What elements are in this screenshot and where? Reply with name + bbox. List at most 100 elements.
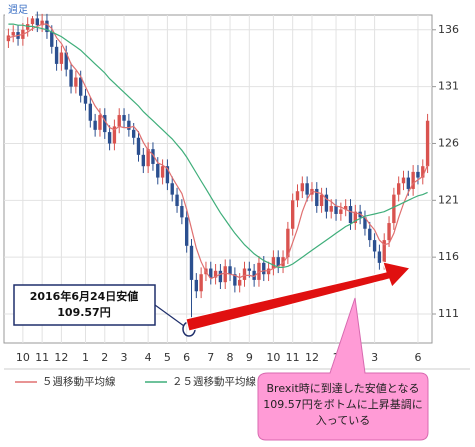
legend-label: ５週移動平均線 (42, 375, 116, 388)
candle-body (329, 206, 333, 212)
candle-body (11, 32, 15, 36)
callout-box (257, 297, 429, 441)
candle-body (50, 32, 54, 47)
candle-body (165, 166, 170, 184)
candle-body (45, 20, 49, 33)
x-tick-label: 3 (371, 351, 378, 364)
candle-body (363, 217, 367, 229)
x-tick-label: 1 (82, 351, 89, 364)
x-tick-label: 4 (145, 351, 152, 364)
x-tick-label: 7 (207, 351, 214, 364)
candle-body (146, 149, 150, 167)
candle-body (6, 35, 11, 42)
candle-body (209, 268, 213, 278)
candle-body (382, 240, 386, 263)
y-tick-label: 116 (438, 250, 459, 263)
candle-body (40, 20, 44, 26)
candle-body (180, 206, 184, 218)
candle-body (136, 137, 141, 155)
candle-body (281, 257, 285, 267)
candle-body (392, 194, 396, 224)
candle-body (315, 188, 319, 207)
legend: ５週移動平均線 ２５週移動平均線 (15, 375, 256, 388)
candle-body (252, 270, 256, 280)
pointer-line (154, 304, 185, 327)
candle-body (339, 209, 343, 214)
candle-body (271, 257, 276, 269)
candle-body (223, 266, 227, 283)
candle-body (421, 166, 425, 178)
candle-body (83, 95, 88, 104)
candle-body (93, 120, 97, 130)
candle-body (237, 279, 242, 286)
trend-arrow (185, 261, 411, 332)
candle-body (324, 194, 329, 212)
candle-body (334, 206, 338, 214)
candle-body (218, 270, 223, 283)
candle-body (74, 77, 78, 87)
candle-body (103, 115, 107, 133)
x-tick-label: 12 (54, 351, 68, 364)
low-label-date: 2016年6月24日安値 (30, 289, 139, 303)
candle-body (368, 228, 372, 241)
y-tick-label: 126 (438, 136, 459, 149)
candle-body (59, 52, 64, 64)
candle-body (377, 251, 382, 263)
candle-body (416, 171, 420, 178)
candle-body (189, 245, 194, 280)
callout-line: 入っている (316, 414, 370, 427)
candle-body (122, 115, 126, 121)
candle-body (151, 149, 155, 164)
candle-body (387, 223, 391, 241)
candle-body (141, 154, 146, 167)
y-tick-label: 131 (438, 80, 459, 93)
candle-body (319, 194, 324, 207)
candle-body (425, 120, 430, 167)
legend-label: ２５週移動平均線 (172, 375, 256, 388)
low-label-box (13, 284, 156, 326)
candle-body (199, 274, 203, 292)
x-tick-label: 10 (16, 351, 30, 364)
callout-line: 109.57円をボトムに上昇基調に (263, 397, 423, 411)
x-tick-label: 11 (286, 351, 300, 364)
x-tick-label: 11 (35, 351, 49, 364)
x-tick-label: 5 (164, 351, 171, 364)
ma-line (8, 23, 428, 268)
candle-body (247, 268, 252, 271)
candle-body (300, 183, 305, 192)
candle-body (184, 217, 189, 246)
candle-body (396, 183, 401, 195)
candle-body (353, 211, 358, 224)
candle-body (228, 266, 232, 275)
period-badge (5, 3, 35, 16)
x-tick-label: 6 (183, 351, 190, 364)
ma-line (8, 23, 429, 280)
candle-body (213, 270, 218, 278)
callout-line: Brexit時に到達した安値となる (267, 381, 420, 395)
candle-body (348, 206, 353, 224)
candle-body (276, 257, 280, 267)
x-tick-label: 3 (121, 351, 128, 364)
candle-body (30, 18, 35, 25)
candle-body (262, 262, 266, 275)
candle-body (343, 206, 348, 210)
candle-body (194, 279, 199, 292)
candle-body (69, 69, 73, 87)
candle-body (372, 240, 377, 252)
candle-body (156, 163, 160, 178)
candle-body (290, 200, 295, 229)
candle-body (131, 129, 136, 138)
plot (6, 11, 430, 330)
candle-body (406, 177, 411, 189)
candle-body (117, 115, 121, 127)
candle-body (170, 183, 174, 195)
x-tick-label: 8 (227, 351, 234, 364)
candle-body (286, 228, 290, 258)
candle-body (107, 132, 112, 144)
candle-body (35, 18, 40, 26)
low-label-price: 109.57円 (57, 306, 110, 319)
y-tick-label: 121 (438, 193, 459, 206)
candle-body (233, 274, 237, 286)
